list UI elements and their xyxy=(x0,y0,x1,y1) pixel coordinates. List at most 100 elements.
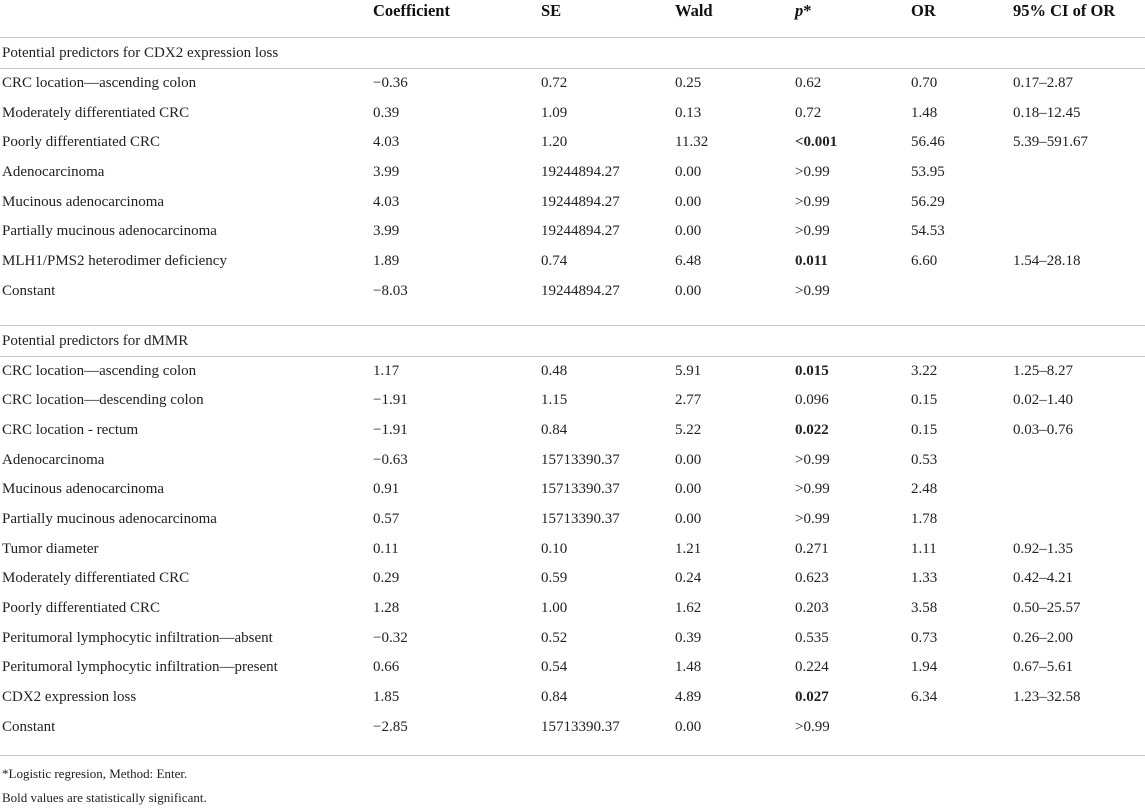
cell-se: 0.59 xyxy=(541,570,568,587)
row-label: Adenocarcinoma xyxy=(2,164,105,181)
cell-or: 1.48 xyxy=(911,104,938,121)
footnote-bold: Bold values are statistically significan… xyxy=(2,790,207,805)
header-p-mark: * xyxy=(803,1,812,20)
cell-coefficient: −0.63 xyxy=(373,451,408,468)
row-label: Adenocarcinoma xyxy=(2,451,105,468)
cell-coefficient: 0.29 xyxy=(373,570,400,587)
cell-wald: 0.00 xyxy=(675,510,702,527)
header-se: SE xyxy=(541,1,562,20)
cell-wald: 0.39 xyxy=(675,629,702,646)
table-row: Adenocarcinoma −0.63 15713390.37 0.00 >0.99 0… xyxy=(0,446,1145,476)
row-label: CRC location—ascending colon xyxy=(2,75,197,91)
cell-se: 0.84 xyxy=(541,421,568,438)
cell-se: 0.54 xyxy=(541,659,568,676)
cell-coefficient: −2.85 xyxy=(373,718,408,735)
table-row: CDX2 expression loss 1.85 0.84 4.89 0.027 6.3… xyxy=(0,683,1145,713)
table-row: Poorly differentiated CRC 4.03 1.20 11.32 <0… xyxy=(0,128,1145,158)
cell-ci: 0.92–1.35 xyxy=(1013,540,1073,557)
row-label: Constant xyxy=(2,282,56,299)
cell-wald: 6.48 xyxy=(675,253,702,270)
table-end-gap xyxy=(0,742,1145,755)
table-row: CRC location - rectum −1.91 0.84 5.22 0.022 0… xyxy=(0,416,1145,446)
cell-se: 15713390.37 xyxy=(541,718,620,735)
cell-p: >0.99 xyxy=(795,510,830,527)
cell-p: 0.203 xyxy=(795,600,829,616)
cell-or: 53.95 xyxy=(911,164,945,181)
cell-coefficient: 1.89 xyxy=(373,253,400,270)
cell-se: 1.09 xyxy=(541,104,568,121)
table-row: Moderately differentiated CRC 0.29 0.59 0.2… xyxy=(0,564,1145,594)
section-header: Potential predictors for dMMR xyxy=(0,326,1145,356)
cell-coefficient: −8.03 xyxy=(373,282,408,299)
cell-coefficient: 1.85 xyxy=(373,689,400,706)
cell-ci: 0.03–0.76 xyxy=(1013,421,1073,438)
cell-coefficient: 0.57 xyxy=(373,510,400,527)
cell-wald: 1.21 xyxy=(675,540,702,557)
cell-p: 0.535 xyxy=(795,629,829,646)
cell-wald: 5.22 xyxy=(675,421,702,438)
cell-or: 3.22 xyxy=(911,362,938,379)
footnote-method: *Logistic regresion, Method: Enter. xyxy=(2,766,188,781)
cell-wald: 0.25 xyxy=(675,75,702,91)
cell-ci: 1.23–32.58 xyxy=(1013,689,1081,706)
table-row: CRC location—ascending colon −0.36 0.72 0.2… xyxy=(0,69,1145,99)
row-label: Partially mucinous adenocarcinoma xyxy=(2,223,217,240)
section-title: Potential predictors for CDX2 expression… xyxy=(2,45,279,61)
cell-or: 56.29 xyxy=(911,193,945,210)
cell-or: 1.78 xyxy=(911,510,938,527)
section-title: Potential predictors for dMMR xyxy=(2,332,189,349)
table-row: Partially mucinous adenocarcinoma 0.57 157… xyxy=(0,505,1145,535)
header-p: p* xyxy=(795,0,812,22)
cell-se: 0.72 xyxy=(541,75,568,91)
row-label: Poorly differentiated CRC xyxy=(2,134,161,151)
cell-p: 0.623 xyxy=(795,570,829,587)
cell-p: 0.011 xyxy=(795,253,828,270)
cell-or: 2.48 xyxy=(911,481,938,498)
cell-se: 19244894.27 xyxy=(541,282,620,299)
row-label: MLH1/PMS2 heterodimer deficiency xyxy=(2,253,227,270)
row-label: Partially mucinous adenocarcinoma xyxy=(2,510,217,527)
cell-coefficient: 0.39 xyxy=(373,104,400,121)
row-label: Constant xyxy=(2,718,56,735)
cell-p: >0.99 xyxy=(795,193,830,210)
cell-wald: 0.00 xyxy=(675,718,702,735)
cell-or: 0.53 xyxy=(911,451,938,468)
cell-p: 0.096 xyxy=(795,392,829,409)
cell-p: 0.224 xyxy=(795,659,829,676)
cell-wald: 0.24 xyxy=(675,570,702,587)
cell-ci: 0.26–2.00 xyxy=(1013,629,1073,646)
header-ci: 95% CI of OR xyxy=(1013,1,1116,20)
cell-se: 0.48 xyxy=(541,362,568,379)
cell-coefficient: −1.91 xyxy=(373,392,408,409)
cell-se: 15713390.37 xyxy=(541,510,620,527)
cell-wald: 11.32 xyxy=(675,134,709,151)
row-label: Moderately differentiated CRC xyxy=(2,570,190,587)
cell-coefficient: 3.99 xyxy=(373,164,400,181)
cell-ci: 1.54–28.18 xyxy=(1013,253,1081,270)
cell-p: >0.99 xyxy=(795,481,830,498)
cell-p: >0.99 xyxy=(795,282,830,299)
cell-se: 1.20 xyxy=(541,134,568,151)
cell-or: 1.11 xyxy=(911,540,937,557)
cell-wald: 0.00 xyxy=(675,223,702,240)
cell-or: 0.15 xyxy=(911,421,938,438)
cell-wald: 0.00 xyxy=(675,451,702,468)
cell-se: 0.74 xyxy=(541,253,568,270)
cell-or: 0.73 xyxy=(911,629,938,646)
cell-wald: 1.62 xyxy=(675,600,702,616)
table-row: Peritumoral lymphocytic infiltration—abs… xyxy=(0,624,1145,654)
cell-wald: 5.91 xyxy=(675,362,702,379)
table-row: CRC location—ascending colon 1.17 0.48 5.91… xyxy=(0,357,1145,387)
cell-ci: 1.25–8.27 xyxy=(1013,362,1073,379)
cell-wald: 0.00 xyxy=(675,282,702,299)
cell-p: 0.62 xyxy=(795,75,822,91)
table-row: Moderately differentiated CRC 0.39 1.09 0.1… xyxy=(0,99,1145,129)
cell-coefficient: 0.11 xyxy=(373,540,399,557)
cell-se: 15713390.37 xyxy=(541,481,620,498)
cell-coefficient: 4.03 xyxy=(373,193,400,210)
cell-coefficient: −0.32 xyxy=(373,629,408,646)
cell-p: 0.271 xyxy=(795,540,829,557)
cell-wald: 0.00 xyxy=(675,193,702,210)
header-rule xyxy=(0,37,1145,38)
cell-wald: 1.48 xyxy=(675,659,702,676)
